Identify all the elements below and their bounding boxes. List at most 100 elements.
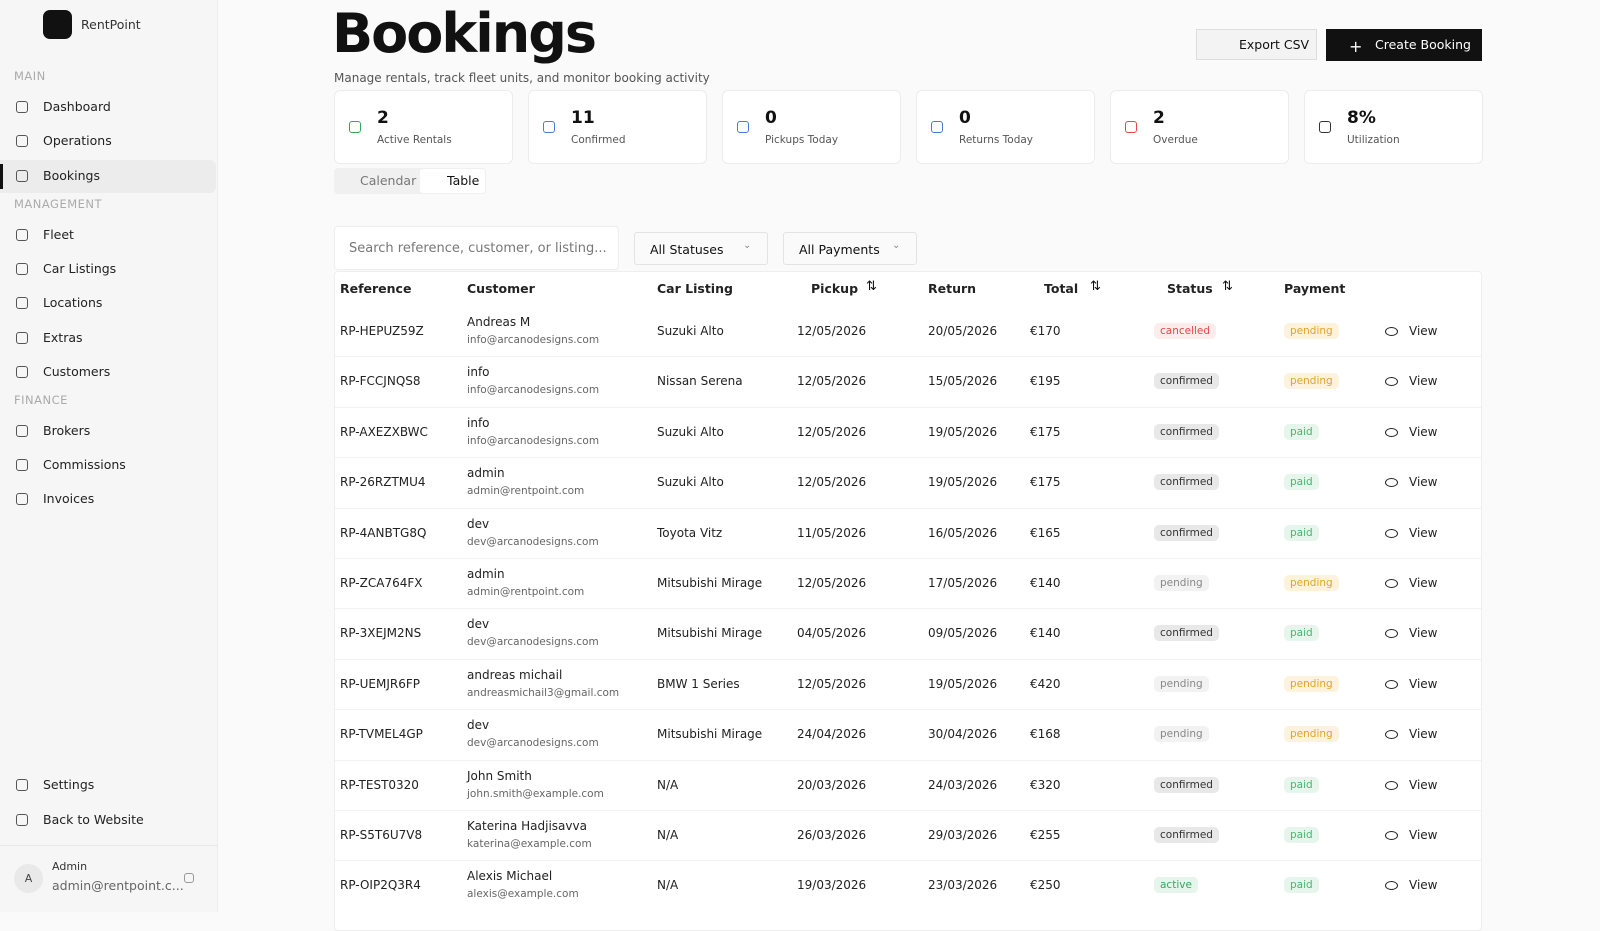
nav-icon <box>16 779 28 791</box>
total: €140 <box>1030 626 1061 641</box>
reference: RP-3XEJM2NS <box>340 626 422 641</box>
nav-icon <box>16 493 28 505</box>
nav-item[interactable]: Back to Website <box>43 812 144 827</box>
view-icon[interactable] <box>1385 780 1398 790</box>
table-tab[interactable]: Table <box>447 173 480 188</box>
view-link[interactable]: View <box>1409 727 1438 742</box>
row-divider <box>335 810 1481 811</box>
nav-item[interactable]: Commissions <box>43 457 126 472</box>
reference: RP-TVMEL4GP <box>340 727 423 742</box>
nav-icon <box>16 366 28 378</box>
column-header[interactable]: Pickup <box>811 281 859 296</box>
view-icon[interactable] <box>1385 881 1398 891</box>
car-listing: N/A <box>657 878 679 893</box>
row-divider <box>335 759 1481 761</box>
nav-item[interactable]: Locations <box>43 295 103 310</box>
payment-badge: pending <box>1284 373 1339 390</box>
status-badge: cancelled <box>1154 323 1217 339</box>
page-title: Bookings <box>332 2 597 65</box>
sort-icon[interactable]: ⇅ <box>866 279 877 294</box>
column-header: Return <box>928 281 977 296</box>
total: €170 <box>1030 324 1061 338</box>
view-link[interactable]: View <box>1409 424 1438 439</box>
view-link[interactable]: View <box>1409 878 1438 893</box>
user-name: Admin <box>52 860 88 873</box>
column-header[interactable]: Total <box>1044 281 1079 296</box>
export-button[interactable]: Export CSV <box>1196 29 1317 60</box>
nav-item[interactable]: Settings <box>43 777 95 792</box>
reference: RP-HEPUZ59Z <box>340 324 424 338</box>
total: €175 <box>1030 475 1061 490</box>
nav-item[interactable]: Customers <box>43 364 111 379</box>
row-divider <box>335 608 1481 610</box>
reference: RP-OIP2Q3R4 <box>340 878 421 893</box>
view-link[interactable]: View <box>1409 475 1438 490</box>
view-icon[interactable] <box>1385 377 1398 387</box>
stat-card <box>722 90 901 164</box>
column-header[interactable]: Status <box>1167 281 1213 296</box>
customer-name: info <box>467 365 490 380</box>
stat-card <box>334 90 513 164</box>
column-header: Car Listing <box>657 281 733 296</box>
customer-email: andreasmichail3@gmail.com <box>467 686 620 699</box>
car-listing: Mitsubishi Mirage <box>657 626 763 641</box>
view-icon[interactable] <box>1385 478 1398 488</box>
stat-icon <box>1319 121 1331 133</box>
search-input[interactable]: Search reference, customer, or listing..… <box>334 226 619 270</box>
status-badge: pending <box>1154 726 1209 743</box>
customer-email: katerina@example.com <box>467 838 592 850</box>
calendar-tab[interactable]: Calendar <box>360 173 417 188</box>
view-link[interactable]: View <box>1409 324 1438 338</box>
view-icon[interactable] <box>1385 579 1398 588</box>
view-icon[interactable] <box>1385 629 1398 639</box>
nav-item[interactable]: Car Listings <box>43 261 117 276</box>
car-listing: Suzuki Alto <box>657 324 724 338</box>
view-icon[interactable] <box>1385 327 1398 336</box>
chevron: ⌄ <box>743 240 752 251</box>
logout-icon[interactable] <box>184 873 194 883</box>
nav-item[interactable]: Extras <box>43 330 83 345</box>
payment-filter[interactable]: All Payments <box>783 232 917 265</box>
stat-label: Pickups Today <box>765 134 839 146</box>
return-date: 16/05/2026 <box>928 525 998 540</box>
customer-email: info@arcanodesigns.com <box>467 384 600 397</box>
nav-item[interactable]: Bookings <box>43 168 100 183</box>
nav-item[interactable]: Fleet <box>43 227 74 242</box>
section-label: FINANCE <box>14 393 68 407</box>
customer-name: John Smith <box>467 768 532 783</box>
nav-item[interactable]: Dashboard <box>43 99 111 114</box>
view-icon[interactable] <box>1385 427 1398 437</box>
view-icon[interactable] <box>1385 679 1398 689</box>
view-link[interactable]: View <box>1409 576 1438 590</box>
status-filter[interactable]: All Statuses <box>634 232 768 265</box>
view-link[interactable]: View <box>1409 626 1438 641</box>
view-link[interactable]: View <box>1409 525 1438 540</box>
payment-badge: pending <box>1284 675 1339 692</box>
nav-item[interactable]: Operations <box>43 133 112 148</box>
reference: RP-4ANBTG8Q <box>340 525 427 540</box>
total: €165 <box>1030 525 1061 540</box>
sort-icon[interactable]: ⇅ <box>1222 279 1233 294</box>
view-link[interactable]: View <box>1409 777 1438 792</box>
payment-badge: paid <box>1284 524 1319 541</box>
reference: RP-UEMJR6FP <box>340 676 421 691</box>
view-link[interactable]: View <box>1409 828 1438 842</box>
chevron: ⌄ <box>892 240 901 251</box>
view-icon[interactable] <box>1385 730 1398 740</box>
return-date: 09/05/2026 <box>928 626 998 641</box>
nav-item[interactable]: Brokers <box>43 423 91 438</box>
view-icon[interactable] <box>1385 831 1398 840</box>
sort-icon[interactable]: ⇅ <box>1090 279 1101 294</box>
view-link[interactable]: View <box>1409 374 1438 389</box>
row-divider <box>335 860 1481 862</box>
nav-icon <box>16 814 28 826</box>
view-icon[interactable] <box>1385 528 1398 538</box>
row-divider <box>335 406 1481 408</box>
reference: RP-26RZTMU4 <box>340 475 426 490</box>
total: €250 <box>1030 878 1061 893</box>
create-button[interactable]: Create Booking <box>1326 29 1482 61</box>
reference: RP-FCCJNQS8 <box>340 374 421 389</box>
brand-logo <box>43 10 72 39</box>
view-link[interactable]: View <box>1409 676 1438 691</box>
nav-item[interactable]: Invoices <box>43 491 95 506</box>
